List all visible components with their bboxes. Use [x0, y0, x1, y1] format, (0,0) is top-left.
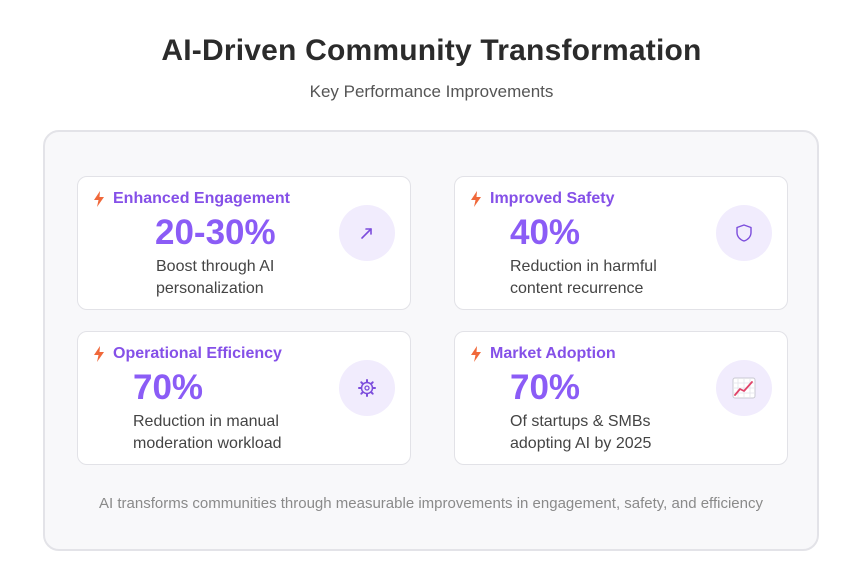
card-header: Market Adoption: [470, 345, 616, 363]
card-description: Boost through AI personalization: [156, 256, 326, 300]
footer-note: AI transforms communities through measur…: [99, 495, 763, 512]
card-header: Enhanced Engagement: [93, 190, 290, 208]
metric-card-adoption: Market Adoption 70% Of startups & SMBs a…: [454, 331, 788, 465]
card-description: Of startups & SMBs adopting AI by 2025: [510, 411, 680, 455]
lightning-bolt-icon: [471, 346, 481, 362]
card-header: Improved Safety: [470, 190, 614, 208]
card-description-line: Reduction in harmful: [510, 258, 657, 275]
card-metric-value: 20-30%: [155, 213, 276, 252]
card-metric-value: 70%: [133, 368, 204, 407]
card-title: Market Adoption: [490, 345, 616, 362]
card-description-line: Reduction in manual: [133, 413, 279, 430]
card-description-line: adopting AI by 2025: [510, 435, 652, 452]
card-description-line: personalization: [156, 280, 264, 297]
card-description-line: moderation workload: [133, 435, 282, 452]
gear-icon: [339, 360, 395, 416]
card-metric-value: 40%: [510, 213, 581, 252]
shield-icon: [716, 205, 772, 261]
card-description-line: Boost through AI: [156, 258, 275, 275]
page-title: AI-Driven Community Transformation: [161, 34, 702, 67]
card-title: Improved Safety: [490, 190, 615, 207]
page-subtitle: Key Performance Improvements: [309, 82, 554, 101]
card-description: Reduction in manual moderation workload: [133, 411, 303, 455]
trend-arrow-icon: [339, 205, 395, 261]
card-description-line: content recurrence: [510, 280, 644, 297]
card-title: Enhanced Engagement: [113, 190, 290, 207]
metric-card-safety: Improved Safety 40% Reduction in harmful…: [454, 176, 788, 310]
lightning-bolt-icon: [94, 191, 104, 207]
chart-increasing-icon: [716, 360, 772, 416]
card-description-line: Of startups & SMBs: [510, 413, 651, 430]
card-description: Reduction in harmful content recurrence: [510, 256, 680, 300]
metric-card-efficiency: Operational Efficiency 70% Reduction in …: [77, 331, 411, 465]
metric-card-engagement: Enhanced Engagement 20-30% Boost through…: [77, 176, 411, 310]
card-title: Operational Efficiency: [113, 345, 282, 362]
card-header: Operational Efficiency: [93, 345, 282, 363]
lightning-bolt-icon: [471, 191, 481, 207]
lightning-bolt-icon: [94, 346, 104, 362]
card-metric-value: 70%: [510, 368, 581, 407]
metrics-panel: Enhanced Engagement 20-30% Boost through…: [43, 130, 819, 551]
